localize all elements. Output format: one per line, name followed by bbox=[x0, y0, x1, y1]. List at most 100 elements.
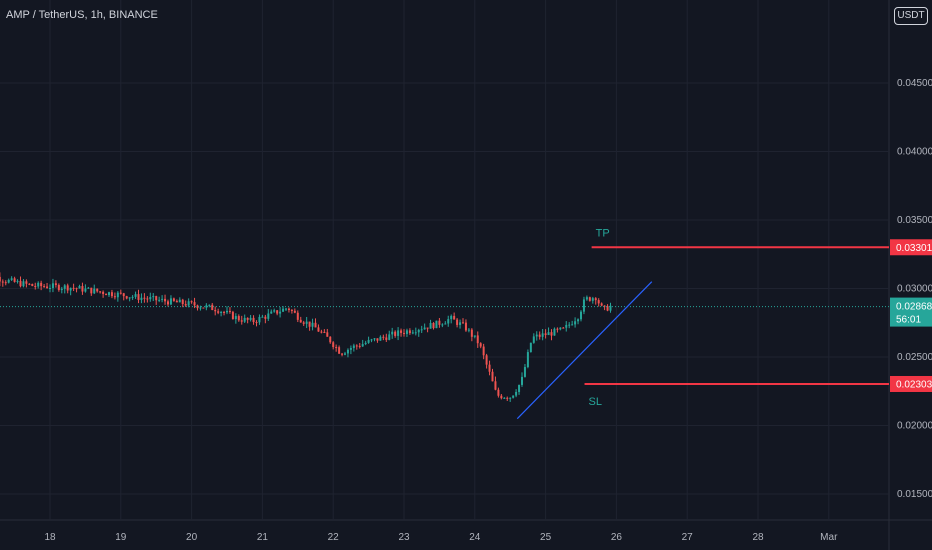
candle-body bbox=[87, 287, 90, 289]
candle-body bbox=[19, 280, 22, 287]
candle-body bbox=[373, 338, 376, 340]
candle-body bbox=[134, 294, 137, 297]
tp-label: TP bbox=[596, 227, 610, 239]
trend-line[interactable] bbox=[516, 281, 653, 420]
candle-body bbox=[231, 311, 234, 320]
candle-body bbox=[63, 285, 66, 289]
candle-body bbox=[187, 301, 190, 306]
time-tick-label: 23 bbox=[398, 532, 410, 543]
candle-body bbox=[435, 320, 438, 329]
sl-price-tag bbox=[890, 375, 932, 392]
candle-body bbox=[335, 347, 338, 349]
currency-button[interactable]: USDT bbox=[894, 7, 928, 25]
candle-body bbox=[49, 287, 51, 289]
candle-body bbox=[293, 310, 296, 313]
candle-body bbox=[447, 319, 450, 324]
time-tick-label: 19 bbox=[115, 532, 127, 543]
candle-body bbox=[609, 305, 612, 311]
candle-body bbox=[75, 288, 78, 290]
candle-body bbox=[137, 294, 140, 300]
tp-price-tag-value: 0.03301 bbox=[896, 243, 932, 254]
candle-body bbox=[155, 296, 158, 301]
candle-body bbox=[113, 296, 116, 298]
candle-body bbox=[46, 286, 49, 289]
candle-body bbox=[432, 322, 435, 329]
candle-body bbox=[302, 322, 305, 324]
candle-body bbox=[485, 355, 488, 365]
candle-body bbox=[90, 287, 93, 294]
candle-body bbox=[473, 335, 476, 337]
candle-body bbox=[240, 320, 243, 322]
candle-body bbox=[84, 288, 87, 292]
candle-body bbox=[565, 324, 568, 328]
candle-body bbox=[175, 300, 178, 303]
candle-body bbox=[526, 352, 529, 368]
candle-body bbox=[349, 347, 352, 350]
candle-body bbox=[96, 288, 99, 292]
candle-body bbox=[228, 310, 231, 312]
candle-body bbox=[184, 304, 187, 306]
candle-body bbox=[329, 336, 332, 343]
candle-body bbox=[388, 334, 391, 340]
candle-body bbox=[414, 332, 417, 334]
price-tick-label: 0.04000 bbox=[897, 147, 932, 158]
candle-body bbox=[426, 327, 429, 329]
candle-body bbox=[538, 334, 541, 337]
candle-body bbox=[131, 296, 134, 298]
candle-body bbox=[597, 300, 600, 304]
price-tick-label: 0.04500 bbox=[897, 78, 932, 89]
price-axis[interactable]: 0.04500 0.04000 0.03500 0.03000 0.02500 0.020… bbox=[897, 78, 932, 500]
candle-body bbox=[338, 347, 341, 354]
candle-body bbox=[521, 376, 523, 385]
drawings[interactable]: TP SL bbox=[0, 227, 889, 420]
candle-body bbox=[267, 313, 270, 319]
candle-body bbox=[491, 371, 494, 382]
candle-body bbox=[394, 331, 397, 336]
candle-body bbox=[577, 319, 580, 322]
candle-body bbox=[503, 397, 506, 399]
candle-body bbox=[568, 324, 571, 326]
candle-body bbox=[382, 336, 385, 338]
sl-label: SL bbox=[589, 396, 602, 408]
candle-body bbox=[169, 298, 172, 305]
candle-body bbox=[249, 317, 252, 320]
candle-body bbox=[603, 305, 606, 307]
candle-body bbox=[344, 353, 346, 355]
time-axis[interactable]: 18 19 20 21 22 23 24 25 26 27 28 Mar bbox=[44, 532, 838, 543]
candle-body bbox=[226, 310, 228, 313]
candle-body bbox=[544, 333, 547, 336]
candle-body bbox=[494, 381, 497, 390]
candle-body bbox=[370, 339, 373, 341]
candle-body bbox=[7, 279, 10, 283]
candle-body bbox=[258, 316, 261, 323]
candle-body bbox=[270, 311, 273, 314]
candle-body bbox=[308, 321, 311, 327]
candle-body bbox=[22, 281, 25, 287]
candle-body bbox=[158, 299, 161, 301]
price-tick-label: 0.02500 bbox=[897, 352, 932, 363]
candle-body bbox=[376, 338, 379, 341]
candle-body bbox=[181, 299, 184, 305]
candle-body bbox=[99, 291, 102, 293]
candle-body bbox=[220, 311, 223, 313]
candle-body bbox=[385, 337, 388, 340]
candle-body bbox=[51, 283, 54, 288]
time-tick-label: 25 bbox=[540, 532, 552, 543]
candle-body bbox=[352, 345, 355, 348]
candle-body bbox=[580, 311, 582, 320]
candle-body bbox=[167, 301, 169, 305]
candle-body bbox=[400, 330, 403, 333]
candle-body bbox=[122, 293, 125, 297]
candle-body bbox=[600, 303, 603, 306]
candle-body bbox=[320, 331, 323, 333]
candle-body bbox=[299, 319, 302, 323]
candle-body bbox=[523, 367, 526, 377]
candle-body bbox=[497, 389, 500, 396]
candle-body bbox=[125, 296, 128, 299]
candle-body bbox=[178, 299, 181, 303]
candle-body bbox=[574, 321, 577, 325]
time-tick-label: 28 bbox=[752, 532, 764, 543]
price-tick-label: 0.01500 bbox=[897, 489, 932, 500]
